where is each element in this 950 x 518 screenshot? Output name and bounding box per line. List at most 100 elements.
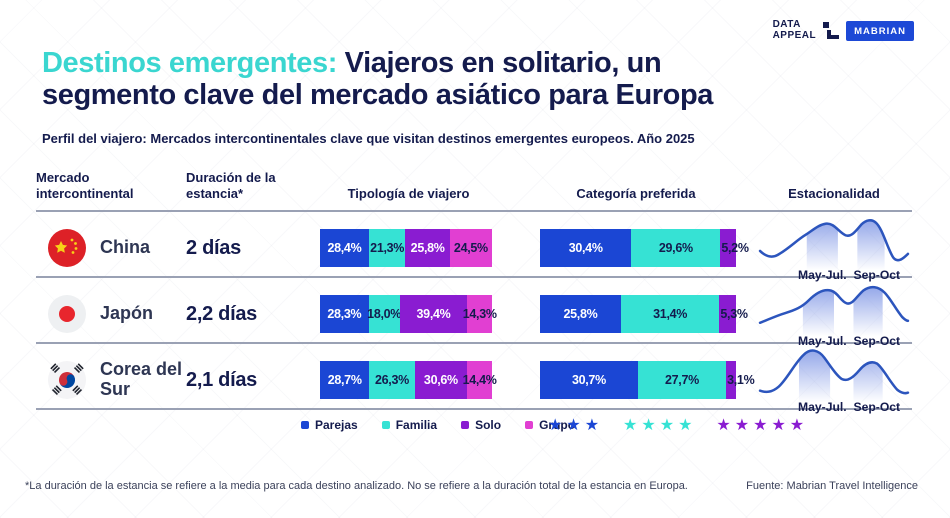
- typology-bar: 28,3% 18,0% 39,4% 14,3%: [320, 295, 497, 333]
- market-name: Japón: [100, 303, 154, 324]
- col-header-preferred: Categoría preferida: [576, 185, 696, 201]
- season-label-1: May-Jul.: [798, 334, 847, 348]
- star-group-5-stars: ★★★★★: [716, 417, 809, 434]
- bar-segment-purple: 25,8%: [405, 229, 450, 267]
- bar-segment-label: 26,3%: [375, 373, 409, 387]
- duration-value: 2 días: [186, 236, 241, 259]
- star-group-4-stars: ★★★★: [623, 417, 697, 434]
- page-title: Destinos emergentes: Viajeros en solitar…: [42, 47, 922, 112]
- legend-item-grupo: Grupo: [525, 418, 575, 432]
- duration-value: 2,1 días: [186, 368, 257, 391]
- market-cell: Japón: [36, 295, 186, 333]
- season-label-2: Sep-Oct: [854, 268, 901, 282]
- bar-segment-magenta: 14,4%: [463, 361, 497, 399]
- seasonality-curve: May-Jul. Sep-Oct: [758, 219, 910, 282]
- south-korea-flag-icon: [48, 361, 86, 399]
- bar-segment-label: 30,7%: [571, 373, 606, 387]
- typology-bar: 28,4% 21,3% 25,8% 24,5%: [320, 229, 492, 267]
- season-label-1: May-Jul.: [798, 268, 847, 282]
- preferred-bar: 30,7% 27,7% 3,1%: [540, 361, 755, 399]
- bar-segment-blue: 30,7%: [540, 361, 638, 399]
- legend-item-familia: Familia: [381, 418, 438, 432]
- title-highlight: Destinos emergentes:: [42, 47, 337, 79]
- logo-mark-icon: [823, 21, 840, 40]
- subtitle: Perfil del viajero: Mercados intercontin…: [42, 131, 695, 146]
- logo-line2: APPEAL: [772, 29, 817, 41]
- footnote: *La duración de la estancia se refiere a…: [25, 480, 688, 492]
- bar-segment-label: 27,7%: [664, 373, 699, 387]
- season-label-2: Sep-Oct: [854, 400, 901, 414]
- legend-label: Familia: [395, 418, 438, 432]
- bar-segment-label: 3,1%: [727, 373, 755, 387]
- bar-segment-purple: 39,4%: [399, 295, 468, 333]
- col-header-market: Mercado intercontinental: [36, 169, 134, 201]
- bar-segment-label: 28,7%: [327, 373, 362, 387]
- market-name: China: [100, 237, 151, 258]
- legend-row: Parejas Familia Solo Grupo ★★★ ★★★★ ★★★★★: [36, 410, 912, 444]
- logo-line1: DATA: [772, 19, 801, 30]
- bar-segment-blue: 28,7%: [320, 361, 370, 399]
- legend-item-parejas: Parejas: [301, 418, 358, 432]
- bar-segment-label: 14,3%: [462, 307, 497, 321]
- title-line2: segmento clave del mercado asiático para…: [42, 78, 714, 111]
- bar-segment-label: 25,8%: [563, 307, 598, 321]
- preferred-bar: 30,4% 29,6% 5,2%: [540, 229, 749, 267]
- season-label-1: May-Jul.: [798, 400, 847, 414]
- bar-segment-cyan: 31,4%: [620, 295, 720, 333]
- bar-segment-purple: 5,2%: [720, 229, 749, 267]
- comparison-table: Mercado intercontinental Duración de la …: [36, 168, 912, 444]
- bar-segment-cyan: 26,3%: [369, 361, 415, 399]
- typology-legend: Parejas Familia Solo Grupo: [301, 418, 575, 432]
- bar-segment-blue: 28,3%: [320, 295, 369, 333]
- table-row-japan: Japón 2,2 días 28,3% 18,0% 39,4% 14,3% 25,8…: [36, 278, 912, 348]
- typology-bar: 28,7% 26,3% 30,6% 14,4%: [320, 361, 497, 399]
- bar-segment-blue: 25,8%: [540, 295, 621, 333]
- bar-segment-cyan: 18,0%: [367, 295, 401, 333]
- table-row-south-korea: Corea del Sur 2,1 días 28,7% 26,3% 30,6% 14…: [36, 344, 912, 414]
- bar-segment-purple: 30,6%: [414, 361, 468, 399]
- legend-item-solo: Solo: [461, 418, 501, 432]
- brand-logo: DATA APPEAL MABRIAN: [772, 19, 914, 41]
- seasonality-chart: May-Jul. Sep-Oct: [756, 278, 912, 350]
- bar-segment-label: 28,3%: [327, 307, 362, 321]
- preferred-bar: 25,8% 31,4% 5,3%: [540, 295, 748, 333]
- bar-segment-label: 25,8%: [410, 241, 445, 255]
- seasonality-curve: May-Jul. Sep-Oct: [758, 349, 910, 414]
- market-cell: China: [36, 229, 186, 267]
- col-header-seasonality: Estacionalidad: [788, 185, 880, 201]
- season-label-2: Sep-Oct: [854, 334, 901, 348]
- bar-segment-label: 28,4%: [327, 241, 362, 255]
- bar-segment-cyan: 29,6%: [631, 229, 721, 267]
- table-row-china: China 2 días 28,4% 21,3% 25,8% 24,5% 30,4% 2…: [36, 212, 912, 282]
- market-cell: Corea del Sur: [36, 359, 186, 400]
- bar-segment-label: 29,6%: [658, 241, 693, 255]
- title-rest-line1: Viajeros en solitario, un: [344, 47, 662, 79]
- table-header-row: Mercado intercontinental Duración de la …: [36, 168, 912, 212]
- bar-segment-label: 5,3%: [720, 307, 748, 321]
- bar-segment-purple: 5,3%: [719, 295, 748, 333]
- legend-swatch-blue: [301, 421, 309, 429]
- bar-segment-label: 30,6%: [423, 373, 458, 387]
- duration-value: 2,2 días: [186, 302, 257, 325]
- star-group-3-stars: ★★★: [548, 417, 604, 434]
- bar-segment-magenta: 24,5%: [449, 229, 492, 267]
- bar-segment-label: 31,4%: [653, 307, 688, 321]
- bar-segment-label: 24,5%: [453, 241, 488, 255]
- legend-swatch-purple: [461, 421, 470, 429]
- bar-segment-label: 39,4%: [416, 307, 451, 321]
- bar-segment-cyan: 21,3%: [368, 229, 406, 267]
- seasonality-chart: May-Jul. Sep-Oct: [756, 212, 912, 284]
- mabrian-badge: MABRIAN: [846, 20, 914, 41]
- market-name: Corea del Sur: [100, 359, 183, 399]
- seasonality-chart: May-Jul. Sep-Oct: [756, 344, 912, 416]
- bar-segment-label: 21,3%: [370, 241, 405, 255]
- bar-segment-purple: 3,1%: [726, 361, 755, 399]
- legend-label: Grupo: [539, 418, 576, 432]
- bar-segment-magenta: 14,3%: [463, 295, 497, 333]
- col-header-duration: Duración de la estancia*: [186, 169, 276, 201]
- source-credit: Fuente: Mabrian Travel Intelligence: [746, 480, 918, 492]
- legend-swatch-cyan: [381, 421, 390, 429]
- bar-segment-blue: 30,4%: [540, 229, 632, 267]
- legend-swatch-magenta: [525, 421, 534, 429]
